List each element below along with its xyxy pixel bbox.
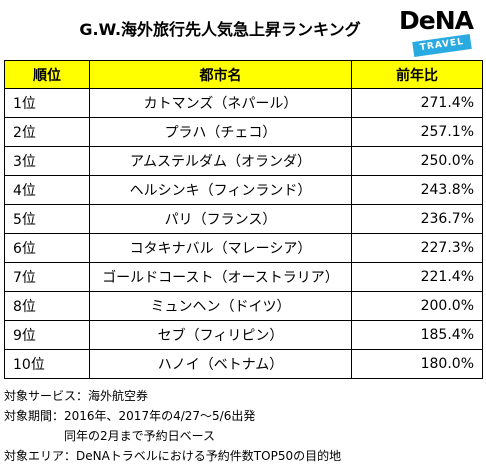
footnotes: 対象サービス：海外航空券 対象期間：2016年、2017年の4/27～5/6出発… [4,386,341,466]
city-cell: パリ（フランス） [89,204,352,234]
table-row: 10位 ハノイ（ベトナム） 180.0% [4,349,483,379]
note-period-detail: 同年の2月まで予約日ベース [64,429,216,443]
rank-cell: 9位 [4,320,90,350]
value-cell: 243.8% [351,175,483,205]
table-row: 8位 ミュンヘン（ドイツ） 200.0% [4,291,483,321]
city-cell: ゴールドコースト（オーストラリア） [89,262,352,292]
city-cell: ヘルシンキ（フィンランド） [89,175,352,205]
table-row: 2位 プラハ（チェコ） 257.1% [4,117,483,147]
rank-cell: 6位 [4,233,90,263]
table-row: 6位 コタキナバル（マレーシア） 227.3% [4,233,483,263]
ranking-table: 順位 都市名 前年比 1位 カトマンズ（ネパール） 271.4% 2位 プラハ（… [4,60,483,379]
city-cell: アムステルダム（オランダ） [89,146,352,176]
dena-travel-logo: DeNA TRAVEL [395,6,481,58]
note-service: 対象サービス：海外航空券 [4,389,149,403]
value-cell: 221.4% [351,262,483,292]
logo-sub: TRAVEL [412,34,472,57]
rank-cell: 4位 [4,175,90,205]
value-cell: 250.0% [351,146,483,176]
logo-word: DeNA [399,6,474,35]
rank-cell: 2位 [4,117,90,147]
value-cell: 236.7% [351,204,483,234]
rank-cell: 1位 [4,88,90,118]
table-row: 4位 ヘルシンキ（フィンランド） 243.8% [4,175,483,205]
table-row: 5位 パリ（フランス） 236.7% [4,204,483,234]
note-period: 対象期間：2016年、2017年の4/27～5/6出発 [4,409,256,423]
header-city: 都市名 [89,60,352,89]
rank-cell: 10位 [4,349,90,379]
value-cell: 257.1% [351,117,483,147]
city-cell: セブ（フィリピン） [89,320,352,350]
city-cell: ミュンヘン（ドイツ） [89,291,352,321]
city-cell: コタキナバル（マレーシア） [89,233,352,263]
header-value: 前年比 [351,60,483,89]
city-cell: プラハ（チェコ） [89,117,352,147]
table-row: 9位 セブ（フィリピン） 185.4% [4,320,483,350]
rank-cell: 7位 [4,262,90,292]
header-rank: 順位 [4,60,90,89]
value-cell: 185.4% [351,320,483,350]
rank-cell: 3位 [4,146,90,176]
rank-cell: 8位 [4,291,90,321]
value-cell: 227.3% [351,233,483,263]
table-header-row: 順位 都市名 前年比 [4,60,483,89]
table-row: 7位 ゴールドコースト（オーストラリア） 221.4% [4,262,483,292]
rank-cell: 5位 [4,204,90,234]
value-cell: 180.0% [351,349,483,379]
table-row: 1位 カトマンズ（ネパール） 271.4% [4,88,483,118]
city-cell: カトマンズ（ネパール） [89,88,352,118]
value-cell: 271.4% [351,88,483,118]
note-area: 対象エリア：DeNAトラベルにおける予約件数TOP50の目的地 [4,449,342,463]
table-row: 3位 アムステルダム（オランダ） 250.0% [4,146,483,176]
city-cell: ハノイ（ベトナム） [89,349,352,379]
value-cell: 200.0% [351,291,483,321]
page-title: G.W.海外旅行先人気急上昇ランキング [79,20,361,39]
